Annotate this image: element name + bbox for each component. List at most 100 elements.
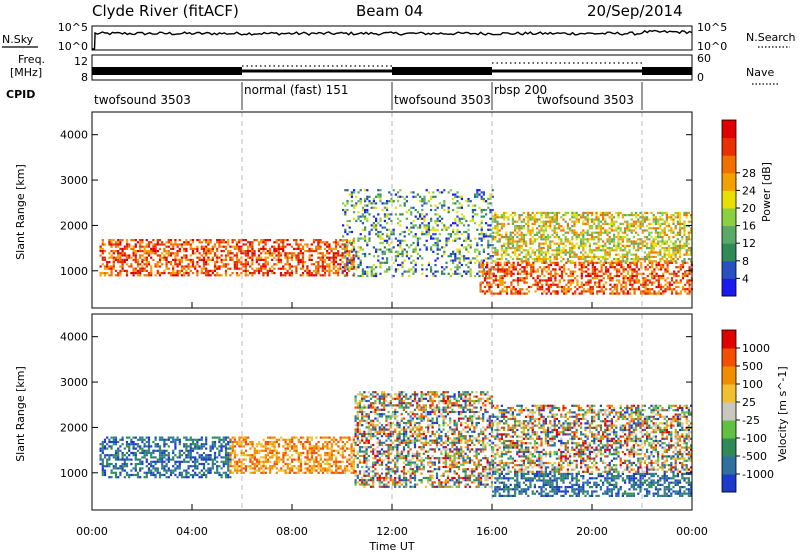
heat-cell xyxy=(632,258,635,261)
heat-cell xyxy=(538,281,542,284)
heat-cell xyxy=(284,440,287,444)
heat-cell xyxy=(172,247,175,250)
heat-cell xyxy=(624,229,627,232)
colorbar-swatch-4 xyxy=(722,208,736,227)
heat-cell xyxy=(236,443,239,446)
heat-cell xyxy=(240,465,243,468)
heat-cell xyxy=(112,265,115,268)
heat-cell xyxy=(172,265,175,268)
heat-cell xyxy=(681,244,684,247)
heat-cell xyxy=(275,258,278,261)
heat-cell xyxy=(519,292,522,295)
heat-cell xyxy=(454,219,457,223)
heat-cell xyxy=(555,255,558,258)
heat-cell xyxy=(600,266,603,269)
heat-cell xyxy=(681,274,685,278)
heat-cell xyxy=(553,218,556,221)
heat-cell xyxy=(551,240,554,243)
heat-cell xyxy=(460,274,463,278)
heat-cell xyxy=(139,245,142,248)
heat-cell xyxy=(216,241,219,244)
heat-cell xyxy=(441,217,444,220)
heat-cell xyxy=(474,222,477,225)
heat-cell xyxy=(544,251,547,254)
heat-cell xyxy=(185,272,188,275)
heat-cell xyxy=(291,447,294,450)
heat-cell xyxy=(637,281,641,284)
heat-cell xyxy=(399,233,402,236)
heat-cell xyxy=(674,240,677,243)
heat-cell xyxy=(536,270,539,273)
heat-cell xyxy=(619,255,622,258)
heat-cell xyxy=(213,269,217,272)
heat-cell xyxy=(372,268,375,271)
heat-cell xyxy=(558,249,561,252)
heat-cell xyxy=(518,227,521,230)
heat-cell xyxy=(652,247,655,250)
heat-cell xyxy=(207,469,210,472)
heat-cell xyxy=(675,279,678,282)
heat-cell xyxy=(632,222,635,225)
heat-cell xyxy=(670,227,673,230)
heat-cell xyxy=(650,260,653,263)
heat-cell xyxy=(205,252,208,255)
heat-cell xyxy=(632,242,635,245)
heat-cell xyxy=(280,469,283,472)
heat-cell xyxy=(523,266,526,269)
heat-cell xyxy=(511,216,514,219)
heat-cell xyxy=(610,225,613,228)
heat-cell xyxy=(110,447,113,450)
heat-cell xyxy=(99,247,102,250)
heat-cell xyxy=(321,241,324,244)
heat-cell xyxy=(174,258,177,261)
heat-cell xyxy=(454,259,457,262)
heat-cell xyxy=(665,253,668,256)
heat-cell xyxy=(205,473,208,477)
heat-cell xyxy=(641,240,644,243)
heat-cell xyxy=(242,239,245,242)
heat-cell xyxy=(183,460,186,463)
heat-cell xyxy=(390,241,393,245)
heat-cell xyxy=(615,236,618,239)
heat-cell xyxy=(489,235,492,238)
heat-cell xyxy=(342,239,345,242)
heat-cell xyxy=(240,445,243,448)
heat-cell xyxy=(348,241,351,245)
heat-cell xyxy=(315,272,318,275)
heat-cell xyxy=(189,447,192,450)
heat-cell xyxy=(275,438,278,441)
heat-cell xyxy=(556,292,559,295)
heat-cell xyxy=(430,246,433,249)
heat-cell xyxy=(253,449,256,452)
heat-cell xyxy=(372,224,375,227)
heat-cell xyxy=(337,241,340,244)
heat-cell xyxy=(202,456,206,459)
heat-cell xyxy=(165,469,168,472)
heat-cell xyxy=(178,456,181,459)
heat-cell xyxy=(587,274,590,278)
heat-cell xyxy=(249,265,252,268)
heat-cell xyxy=(386,200,389,203)
heat-cell xyxy=(633,290,636,293)
heat-cell xyxy=(430,195,433,198)
heat-cell xyxy=(183,250,186,253)
heat-cell xyxy=(530,274,533,278)
heat-cell xyxy=(240,247,243,250)
heat-cell xyxy=(121,438,124,441)
heat-cell xyxy=(479,281,482,284)
heat-cell xyxy=(532,270,535,273)
heat-cell xyxy=(231,256,234,259)
heat-cell xyxy=(224,451,228,455)
heat-cell xyxy=(176,467,179,470)
heat-cell xyxy=(136,250,140,253)
heat-cell xyxy=(531,222,534,225)
heat-cell xyxy=(366,241,369,245)
heat-cell xyxy=(501,274,504,278)
heat-cell xyxy=(674,233,677,236)
heat-cell xyxy=(478,189,481,192)
heat-cell xyxy=(668,255,671,258)
heat-cell xyxy=(488,277,491,280)
heat-cell xyxy=(143,250,146,253)
heat-cell xyxy=(449,189,452,192)
heat-cell xyxy=(397,244,400,247)
